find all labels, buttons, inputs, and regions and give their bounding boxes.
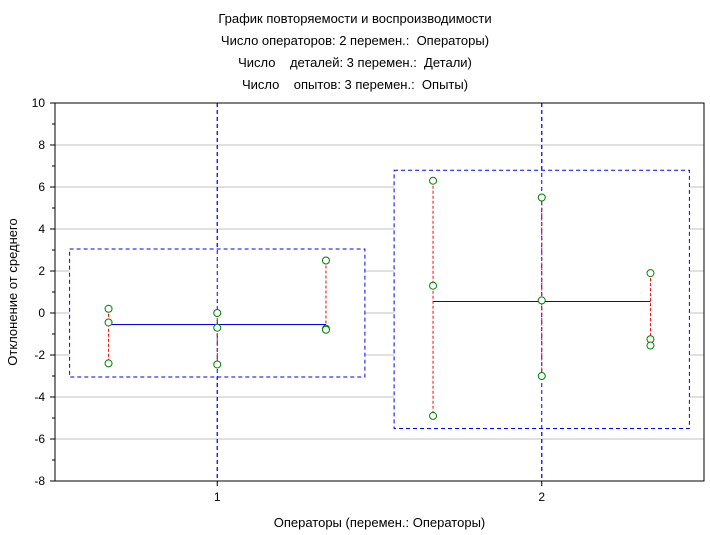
data-point: [537, 372, 546, 380]
y-axis-title: Отклонение от среднего: [5, 218, 20, 365]
y-tick-label-5: 2: [38, 264, 45, 278]
data-point: [537, 296, 546, 305]
data-point: [213, 309, 222, 317]
y-tick-label-7: 6: [38, 180, 45, 194]
y-tick-label-3: -2: [34, 348, 45, 362]
x-axis-title: Операторы (перемен.: Операторы): [274, 515, 486, 530]
chart-title-line-3: Число деталей: 3 перемен.: Детали): [238, 55, 472, 70]
y-tick-label-9: 10: [32, 96, 46, 110]
chart-title-line-1: График повторяемости и воспроизводимости: [218, 11, 492, 26]
chart-title-line-4: Число опытов: 3 перемен.: Опыты): [241, 77, 469, 92]
x-tick-label-2: 2: [538, 490, 545, 504]
y-tick-label-8: 8: [38, 138, 45, 152]
y-axis: -8 -6 -4 -2 0 2 4 6 8 10: [32, 96, 55, 488]
data-point: [646, 269, 655, 278]
chart-title-line-2: Число операторов: 2 перемен.: Операторы): [220, 33, 490, 48]
y-tick-label-6: 4: [38, 222, 45, 236]
data-point: [104, 359, 113, 368]
data-point: [104, 318, 113, 327]
data-point: [213, 323, 222, 332]
operator-group-2: [393, 103, 690, 481]
data-point: [104, 304, 113, 313]
data-point: [321, 256, 330, 265]
y-tick-label-0: -8: [34, 474, 45, 488]
y-tick-label-4: 0: [38, 306, 45, 320]
data-point: [429, 176, 438, 185]
y-tick-label-1: -6: [34, 432, 45, 446]
y-tick-label-2: -4: [34, 390, 45, 404]
data-point: [321, 325, 330, 334]
data-point: [646, 341, 655, 350]
data-point: [429, 281, 438, 290]
data-point: [537, 193, 546, 202]
chart-titles: График повторяемости и воспроизводимости…: [0, 8, 710, 96]
x-tick-label-1: 1: [214, 490, 221, 504]
operator-group-1: [69, 103, 366, 481]
data-point: [429, 411, 438, 420]
data-point: [213, 360, 222, 369]
plot-area: [69, 103, 690, 481]
